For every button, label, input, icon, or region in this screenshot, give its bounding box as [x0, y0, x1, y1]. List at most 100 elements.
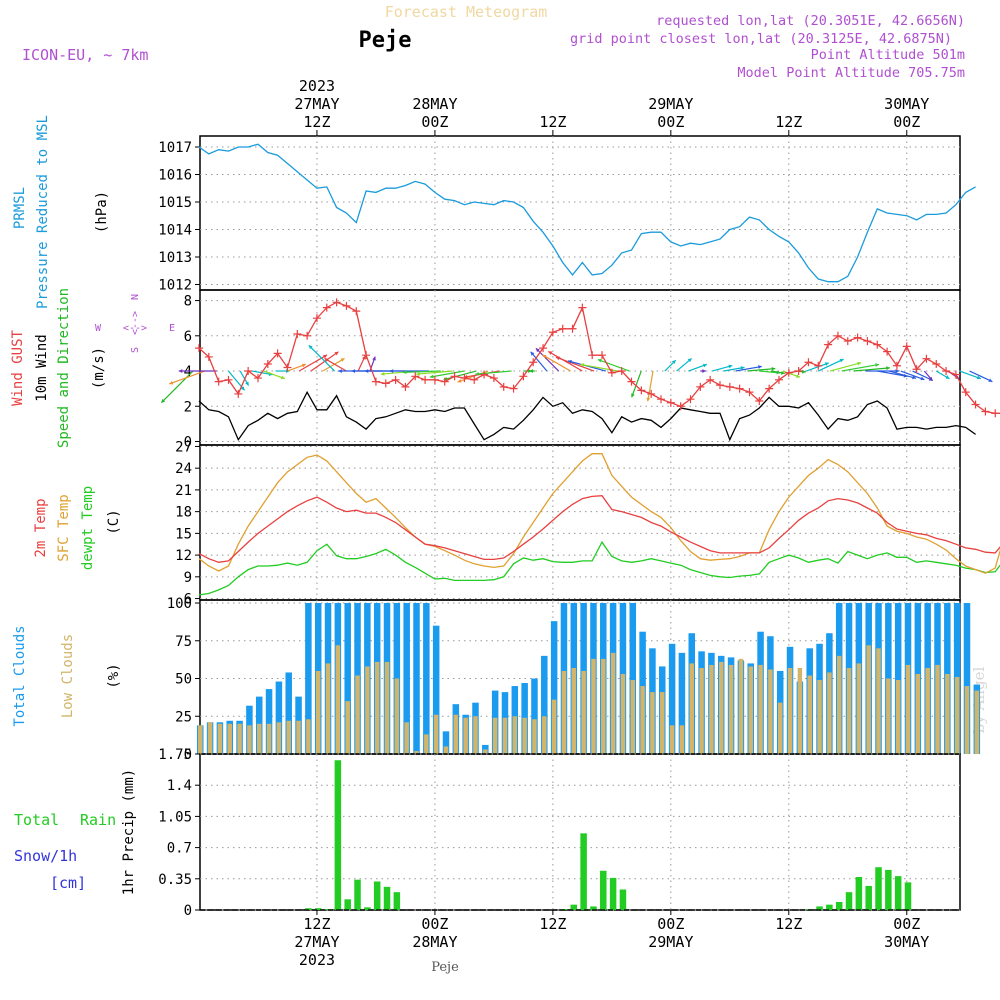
gust-marker	[814, 361, 823, 370]
rain-bar	[875, 867, 882, 910]
time-label: 12Z	[539, 915, 566, 933]
rain-bar	[305, 908, 312, 910]
y-tick-label: 0	[184, 903, 192, 919]
low-cloud-bar	[571, 667, 577, 754]
gust-marker	[342, 301, 351, 310]
gust-marker	[253, 374, 262, 383]
snow-label: Snow/1h	[14, 847, 77, 865]
low-cloud-bar	[325, 663, 331, 754]
low-cloud-bar	[561, 670, 567, 754]
gust-marker	[951, 370, 960, 379]
total-cloud-bar	[275, 681, 283, 754]
time-label: 30MAY	[884, 95, 929, 113]
wind-direction-arrow	[969, 370, 993, 383]
wind-arrowhead	[380, 371, 385, 376]
gust-marker	[578, 303, 587, 312]
wind-arrowhead	[597, 358, 602, 363]
time-label: 12Z	[303, 113, 330, 131]
wind-arrowhead	[795, 374, 800, 378]
compass-east: E	[169, 323, 175, 334]
low-cloud-bar	[296, 720, 301, 754]
time-label: 00Z	[893, 915, 920, 933]
gust-marker	[480, 370, 489, 379]
low-cloud-bar	[365, 666, 370, 754]
total-cloud-bar	[885, 603, 892, 754]
low-cloud-bar	[345, 701, 350, 754]
low-cloud-bar	[355, 675, 360, 754]
low-cloud-bar	[512, 716, 518, 754]
wind-arrowhead	[245, 381, 249, 386]
time-label: 12Z	[539, 113, 566, 131]
sfc-temp-label: SFC Temp	[56, 494, 72, 561]
low-cloud-bar	[758, 664, 763, 754]
low-cloud-bar	[276, 722, 282, 754]
y-tick-label: 100	[167, 596, 192, 612]
low-cloud-bar	[433, 714, 439, 754]
rain-bar	[393, 892, 401, 910]
y-tick-label: 1016	[158, 168, 192, 184]
wind-arrowhead	[839, 358, 844, 363]
total-cloud-bar	[285, 672, 292, 754]
gust-marker	[263, 359, 272, 368]
gust-marker	[411, 372, 420, 381]
wind-arrowhead	[530, 351, 535, 356]
low-cloud-bar	[207, 722, 213, 754]
rain-bar	[354, 879, 361, 910]
low-cloud-bar	[581, 670, 586, 754]
time-label: 12Z	[775, 915, 802, 933]
low-cloud-bar	[925, 667, 930, 754]
gust-marker	[214, 377, 223, 386]
wind-arrowhead	[781, 370, 785, 375]
gust-marker	[362, 351, 371, 360]
y-tick-label: 15	[175, 526, 192, 542]
gust-marker	[558, 324, 567, 333]
gust-marker	[794, 367, 803, 376]
gust-marker	[421, 375, 430, 384]
panels: 1012101310141015101610170246869121518212…	[158, 135, 1000, 919]
low-cloud-bar	[256, 723, 262, 754]
low-cloud-bar	[895, 680, 901, 754]
low-cloud-bar	[443, 746, 449, 754]
wind-arrowhead	[702, 363, 707, 368]
wind-direction-arrow	[402, 370, 441, 373]
wind-direction-arrow	[308, 344, 335, 372]
gust-marker	[303, 331, 312, 340]
low-cloud-bar	[660, 692, 665, 754]
gust-marker	[735, 384, 744, 393]
panel-3: 6 9 12 15 18 21 24 27	[175, 439, 1000, 608]
low-cloud-bar	[748, 666, 753, 754]
wind-direction-arrow	[841, 363, 880, 372]
low-cloud-bar	[777, 702, 783, 754]
low-cloud-bar	[768, 669, 773, 754]
y-tick-label: 0.7	[167, 841, 192, 857]
pressure-unit: (hPa)	[94, 191, 110, 233]
low-cloud-bar	[414, 750, 419, 754]
pressure-label-line2: Pressure Reduced to MSL	[35, 115, 51, 309]
wind-direction-arrow	[169, 370, 206, 385]
rain-bar	[865, 885, 872, 910]
time-label: 30MAY	[884, 933, 929, 951]
gust-marker	[617, 367, 626, 376]
wind-arrowhead	[457, 379, 462, 383]
low-cloud-bar	[728, 664, 734, 754]
gust-marker	[391, 375, 400, 384]
y-tick-label: 1012	[158, 278, 192, 294]
wind-arrowhead	[340, 358, 345, 362]
total-cloud-bar	[541, 655, 548, 754]
wind-direction-arrow	[429, 370, 465, 378]
total-cloud-bar	[265, 689, 273, 754]
y-tick-label: 50	[175, 672, 192, 688]
temp-2m-line	[198, 495, 1000, 563]
temp-label: 2m Temp	[33, 498, 49, 557]
low-cloud-bar	[335, 645, 341, 754]
total-cloud-bar	[305, 603, 312, 754]
model-point-altitude: Model Point Altitude 705.75m	[737, 65, 965, 81]
low-cloud-bar	[856, 663, 862, 754]
low-cloud-bar	[669, 725, 675, 754]
rain-label-2: Rain	[80, 811, 116, 829]
wind-arrowhead	[161, 398, 166, 403]
wind-arrowhead	[301, 363, 306, 368]
wind-arrowhead	[631, 393, 635, 398]
